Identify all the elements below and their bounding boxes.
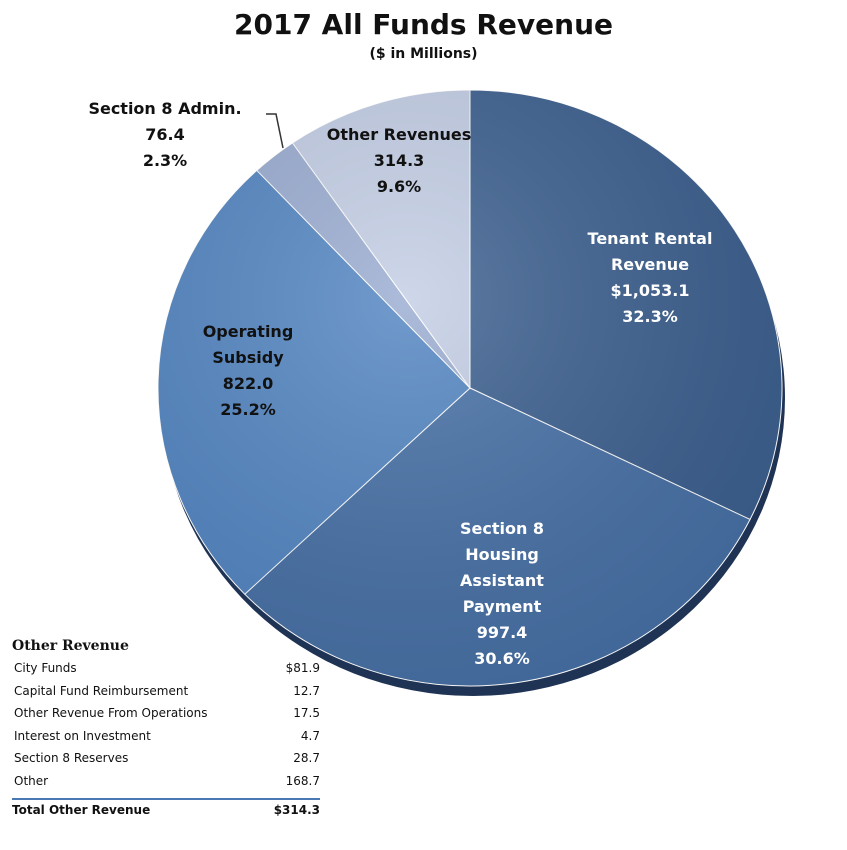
- slice-name-label: Section 8: [460, 519, 544, 538]
- chart-subtitle: ($ in Millions): [369, 46, 478, 62]
- other-revenue-table: Other Revenue City Funds $81.9 Capital Fu…: [12, 638, 320, 817]
- row-value: 12.7: [293, 683, 320, 698]
- row-name: Other Revenue From Operations: [14, 706, 208, 720]
- other-revenue-rows: City Funds $81.9 Capital Fund Reimburseme…: [12, 657, 320, 792]
- row-name: Section 8 Reserves: [14, 751, 129, 765]
- slice-name-label: Payment: [463, 597, 542, 616]
- slice-percent-label: 30.6%: [474, 649, 530, 668]
- table-row: Interest on Investment 4.7: [12, 725, 320, 748]
- admin-leader-line: [266, 113, 284, 149]
- slice-name-label: Assistant: [460, 571, 544, 590]
- row-name: City Funds: [14, 661, 77, 675]
- row-value: 4.7: [300, 728, 320, 743]
- row-name: Interest on Investment: [14, 728, 151, 743]
- slice-name-label: Subsidy: [212, 348, 284, 367]
- table-row: Other Revenue From Operations 17.5: [12, 702, 320, 725]
- slice-percent-label: 9.6%: [377, 177, 421, 196]
- row-value: $81.9: [285, 661, 320, 675]
- slice-percent-label: 32.3%: [622, 307, 678, 326]
- slice-percent-label: 2.3%: [143, 151, 187, 170]
- table-row: Other 168.7: [12, 770, 320, 793]
- total-value: $314.3: [273, 803, 320, 817]
- slice-name-label: Housing: [465, 545, 539, 564]
- other-revenue-title: Other Revenue: [12, 638, 129, 654]
- total-label: Total Other Revenue: [12, 803, 151, 817]
- slice-value-label: 997.4: [477, 623, 528, 642]
- slice-name-label: Revenue: [611, 255, 689, 274]
- row-name: Capital Fund Reimbursement: [14, 683, 189, 698]
- table-row: Section 8 Reserves 28.7: [12, 747, 320, 770]
- slice-name-label: Operating: [203, 322, 294, 341]
- slice-value-label: $1,053.1: [611, 281, 690, 300]
- slice-name-label: Section 8 Admin.: [88, 99, 241, 118]
- slice-percent-label: 25.2%: [220, 400, 276, 419]
- table-row: Capital Fund Reimbursement 12.7: [12, 680, 320, 703]
- chart-title: 2017 All Funds Revenue: [234, 8, 613, 41]
- slice-name-label: Other Revenues: [327, 125, 472, 144]
- slice-value-label: 314.3: [374, 151, 425, 170]
- row-name: Other: [14, 773, 49, 788]
- table-row: City Funds $81.9: [12, 657, 320, 680]
- slice-value-label: 76.4: [145, 125, 184, 144]
- row-value: 17.5: [293, 706, 320, 720]
- slice-name-label: Tenant Rental: [588, 229, 713, 248]
- slice-value-label: 822.0: [223, 374, 274, 393]
- total-row: Total Other Revenue $314.3: [12, 798, 320, 817]
- row-value: 168.7: [285, 773, 320, 788]
- row-value: 28.7: [293, 751, 320, 765]
